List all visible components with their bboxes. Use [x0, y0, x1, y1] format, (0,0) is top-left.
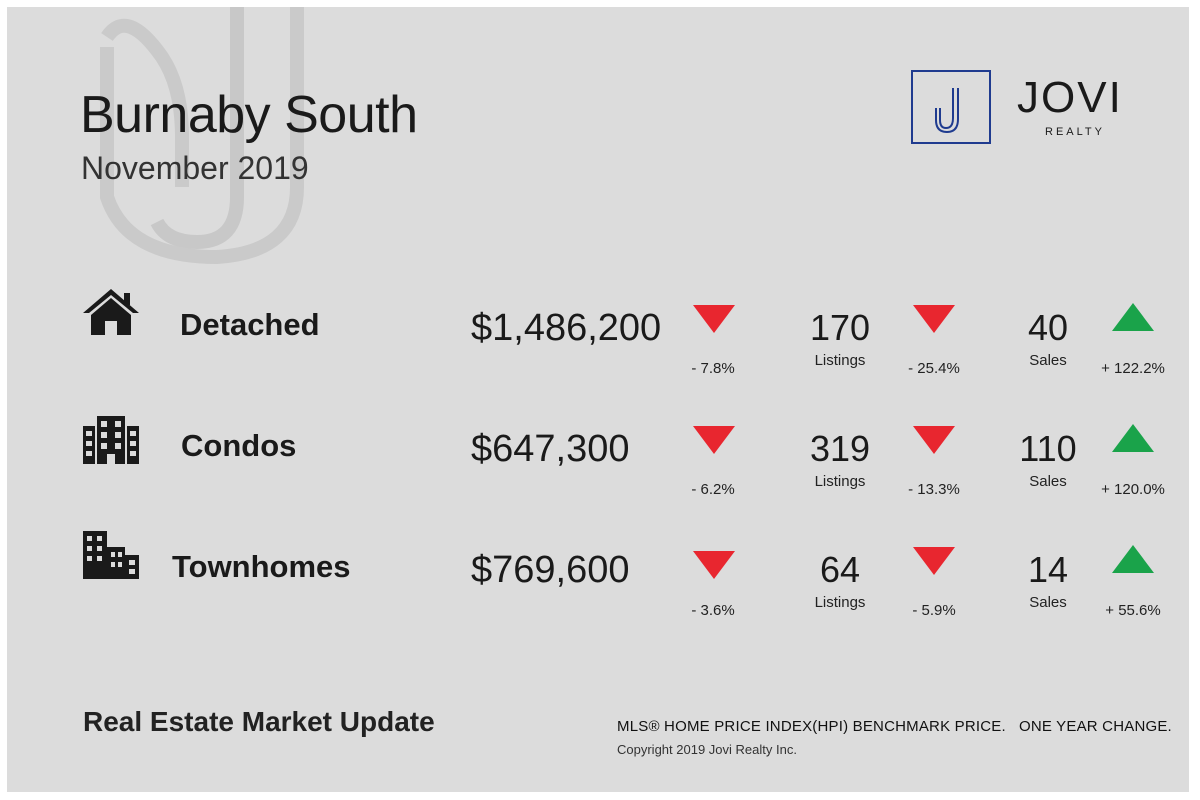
down-arrow-icon: [693, 551, 735, 579]
benchmark-price: $1,486,200: [471, 307, 662, 349]
listings-count: 170: [809, 307, 871, 348]
apartment-building-icon: [83, 416, 139, 464]
townhome-buildings-icon: [83, 531, 139, 579]
property-row-townhomes: Townhomes $769,600 - 3.6% 64 Listings - …: [7, 531, 1189, 655]
up-arrow-icon: [1112, 303, 1154, 331]
page-subtitle: November 2019: [81, 150, 309, 186]
price-change: - 3.6%: [691, 602, 735, 619]
listings-count: 319: [809, 428, 871, 469]
sales-label: Sales: [1029, 473, 1067, 490]
market-update-card: Burnaby South November 2019 JOVI REALTY …: [7, 7, 1189, 792]
property-label: Townhomes: [172, 549, 351, 584]
price-change: - 7.8%: [691, 360, 735, 377]
down-arrow-icon: [693, 305, 735, 333]
jovi-watermark-icon: [100, 7, 304, 265]
house-icon: [83, 289, 139, 335]
brand-tagline: REALTY: [1045, 126, 1105, 138]
j-monogram-icon: [935, 88, 959, 134]
price-change: - 6.2%: [691, 481, 735, 498]
listings-change: - 25.4%: [908, 360, 960, 377]
brand-name: JOVI: [1017, 73, 1123, 122]
listings-change: - 5.9%: [912, 602, 956, 619]
sales-label: Sales: [1029, 594, 1067, 611]
listings-label: Listings: [814, 594, 866, 611]
benchmark-price: $769,600: [471, 549, 630, 591]
listings-label: Listings: [814, 352, 866, 369]
page-title: Burnaby South: [80, 86, 418, 144]
down-arrow-icon: [913, 426, 955, 454]
listings-count: 64: [819, 549, 861, 590]
down-arrow-icon: [913, 305, 955, 333]
copyright: Copyright 2019 Jovi Realty Inc.: [617, 742, 797, 757]
sales-change: + 122.2%: [1101, 360, 1165, 377]
sales-count: 40: [1027, 307, 1069, 348]
listings-label: Listings: [814, 473, 866, 490]
sales-count: 14: [1027, 549, 1069, 590]
down-arrow-icon: [693, 426, 735, 454]
sales-label: Sales: [1029, 352, 1067, 369]
sales-change: + 120.0%: [1101, 481, 1165, 498]
listings-change: - 13.3%: [908, 481, 960, 498]
footer-title: Real Estate Market Update: [83, 706, 435, 737]
sales-count: 110: [1019, 428, 1077, 469]
down-arrow-icon: [913, 547, 955, 575]
footer-note: MLS® HOME PRICE INDEX(HPI) BENCHMARK PRI…: [617, 718, 1172, 735]
property-label: Condos: [181, 428, 297, 463]
up-arrow-icon: [1112, 424, 1154, 452]
up-arrow-icon: [1112, 545, 1154, 573]
property-row-condos: Condos $647,300 - 6.2% 319 Listings - 13…: [7, 416, 1189, 534]
property-row-detached: Detached $1,486,200 - 7.8% 170 Listings …: [7, 289, 1189, 413]
sales-change: + 55.6%: [1105, 602, 1161, 619]
benchmark-price: $647,300: [471, 428, 630, 470]
property-label: Detached: [180, 307, 320, 342]
jovi-logo-mark: [911, 70, 991, 144]
